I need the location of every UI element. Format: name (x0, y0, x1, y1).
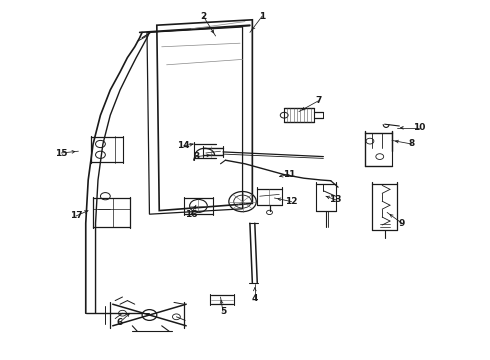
Text: 10: 10 (413, 123, 425, 132)
Text: 11: 11 (283, 170, 295, 179)
Text: 17: 17 (70, 211, 82, 220)
Text: 9: 9 (398, 219, 405, 228)
Text: 8: 8 (409, 139, 415, 148)
Text: 3: 3 (193, 152, 199, 161)
Text: 6: 6 (117, 318, 123, 327)
Text: 16: 16 (185, 210, 197, 219)
Text: 14: 14 (177, 141, 190, 150)
Text: 2: 2 (200, 12, 206, 21)
Text: 7: 7 (315, 96, 322, 105)
Text: 5: 5 (220, 307, 226, 316)
Text: 13: 13 (329, 195, 342, 204)
Text: 15: 15 (55, 149, 68, 158)
Text: 1: 1 (259, 12, 265, 21)
Text: 12: 12 (285, 197, 298, 206)
Text: 4: 4 (251, 294, 258, 303)
